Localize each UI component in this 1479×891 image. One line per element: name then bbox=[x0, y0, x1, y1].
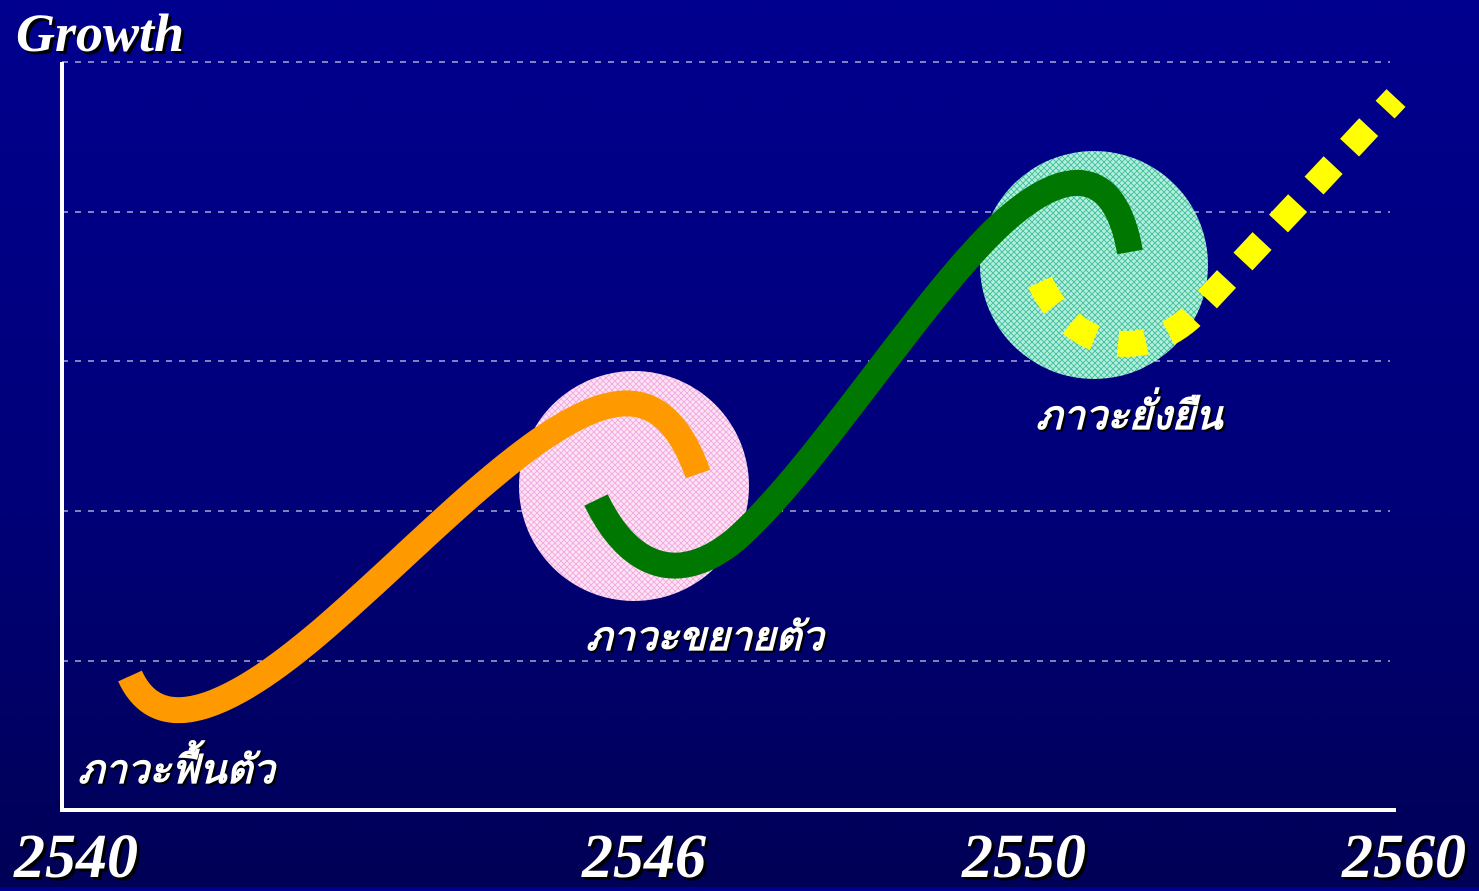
chart-title: Growth bbox=[16, 3, 185, 63]
x-tick-label: 2540 bbox=[14, 823, 138, 891]
x-tick-label: 2550 bbox=[962, 823, 1086, 891]
sustainable-curve bbox=[1028, 89, 1406, 357]
x-tick-label: 2546 bbox=[582, 823, 706, 891]
recovery-curve bbox=[118, 390, 711, 724]
gridlines bbox=[62, 61, 1390, 662]
phase-label-expansion: ภาวะขยายตัว bbox=[586, 613, 824, 660]
phase-label-sustainable: ภาวะยั่งยืน bbox=[1036, 392, 1223, 439]
x-tick-label: 2560 bbox=[1342, 823, 1466, 891]
phase-label-recovery: ภาวะฟื้นตัว bbox=[78, 746, 275, 793]
expansion-curve bbox=[584, 169, 1143, 579]
